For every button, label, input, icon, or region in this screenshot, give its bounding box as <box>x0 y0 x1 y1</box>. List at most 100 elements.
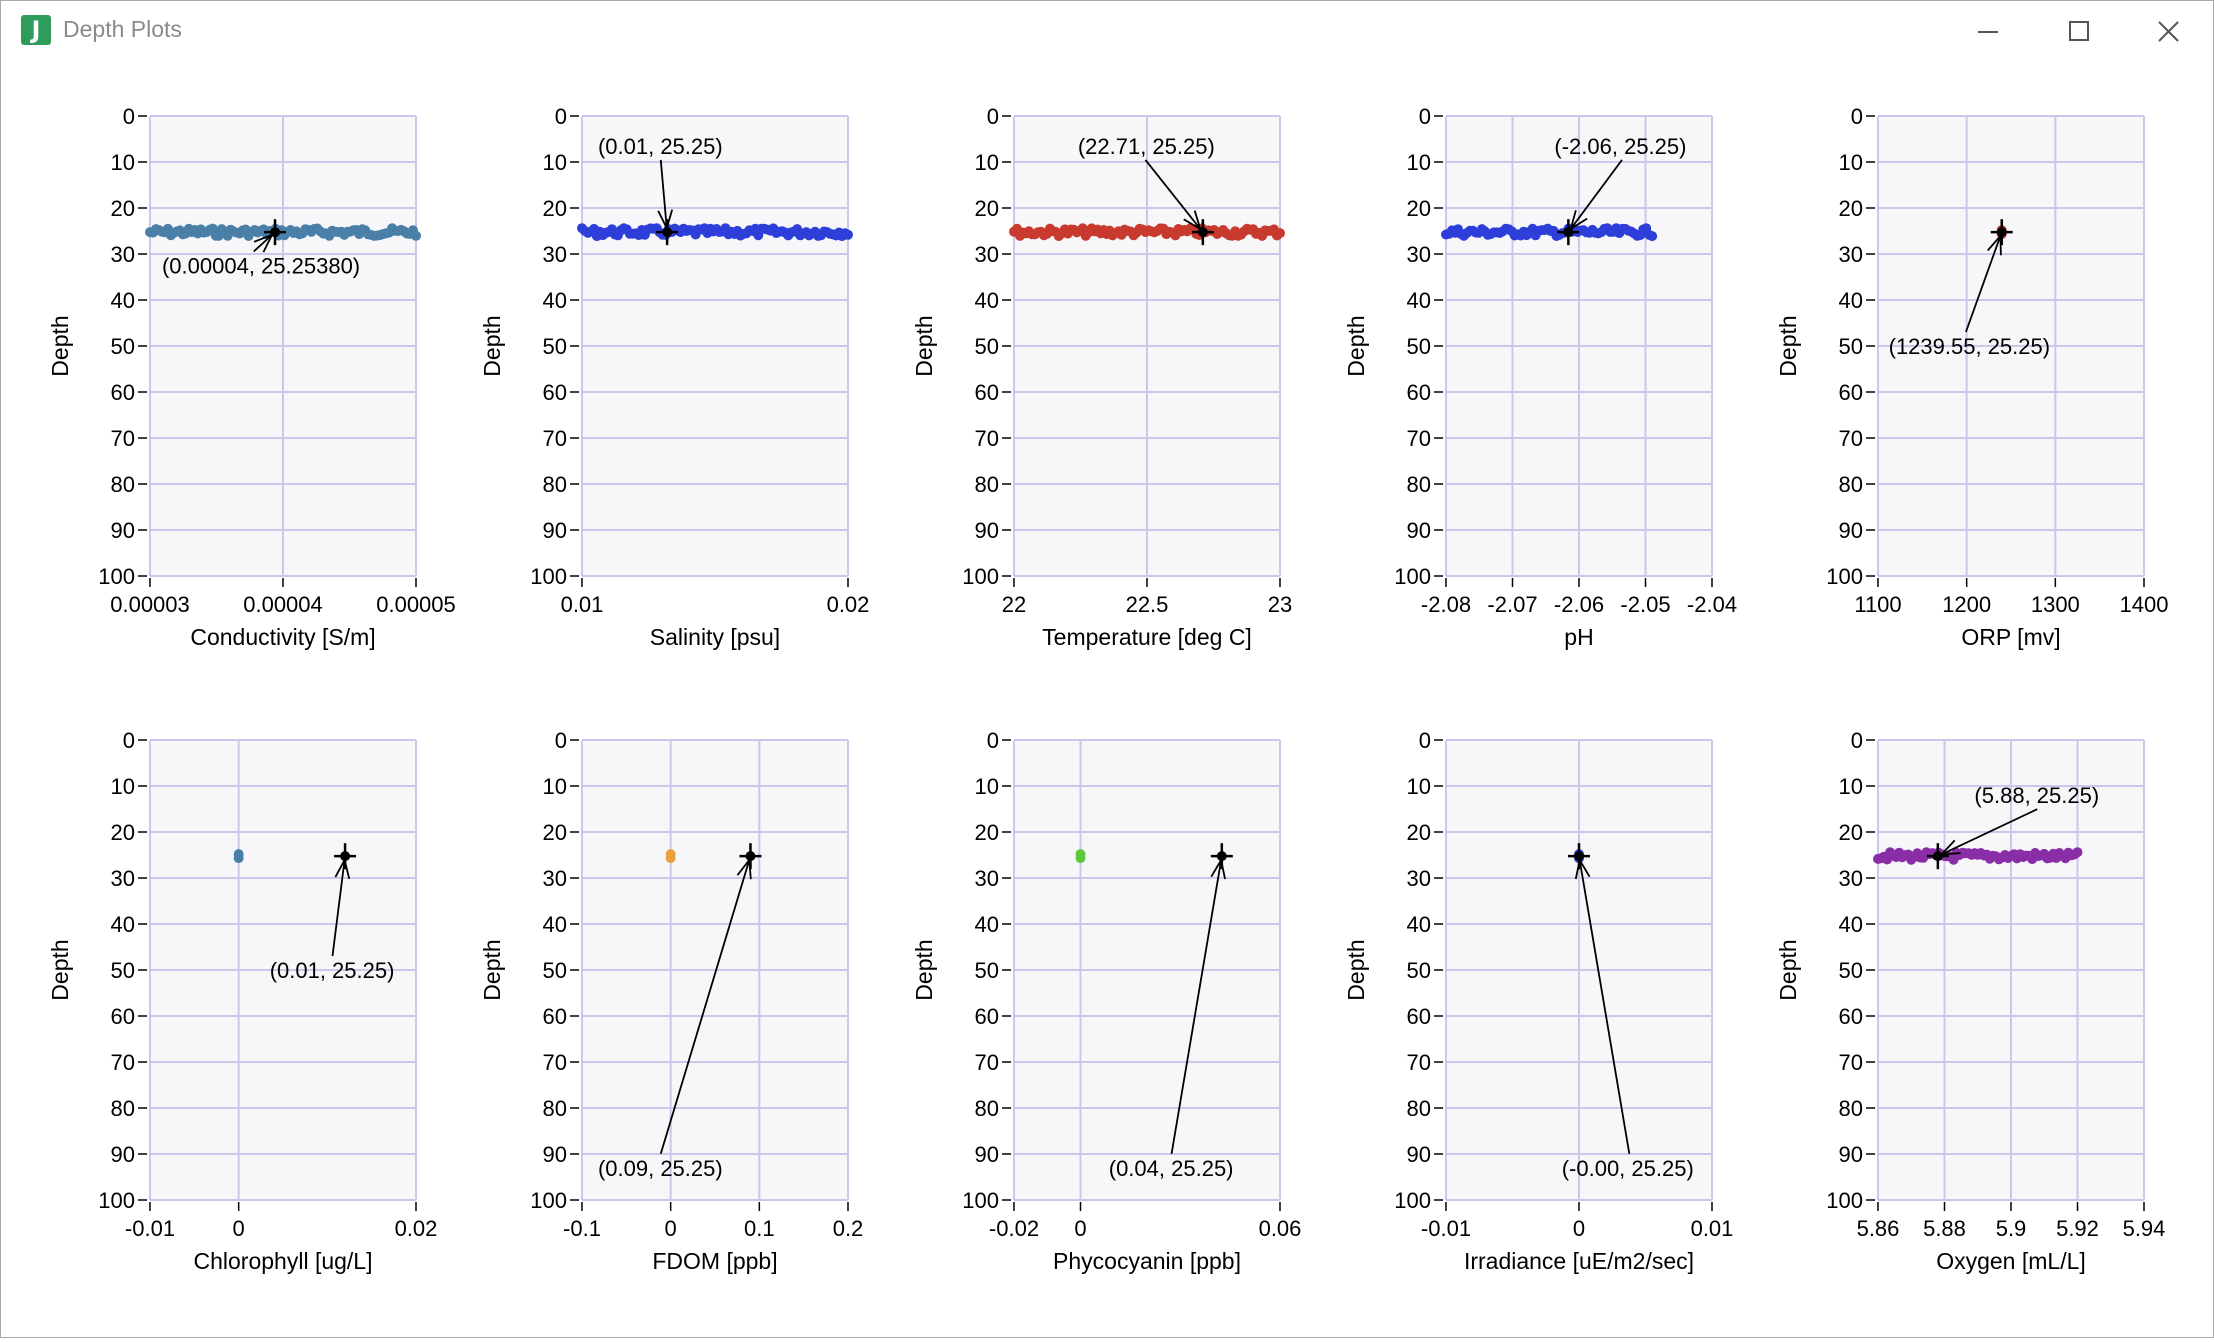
y-tick-label: 100 <box>962 1188 999 1213</box>
y-tick-label: 70 <box>111 1050 135 1075</box>
y-tick-label: 30 <box>111 242 135 267</box>
y-tick-label: 100 <box>1394 564 1431 589</box>
depth-plot[interactable]: 0 10 20 30 40 50 60 70 80 90 100 0.00003 0.00004 0.00… <box>47 104 456 650</box>
x-tick-label: 1400 <box>2120 592 2169 617</box>
y-tick-label: 40 <box>111 912 135 937</box>
minimize-icon <box>1978 31 1998 33</box>
y-tick-label: 60 <box>1407 380 1431 405</box>
y-tick-label: 0 <box>1851 104 1863 129</box>
y-tick-label: 80 <box>111 472 135 497</box>
depth-plot[interactable]: 0 10 20 30 40 50 60 70 80 90 100 -0.01 0 0.02 Chloroph… <box>47 728 437 1274</box>
y-tick-label: 30 <box>1407 242 1431 267</box>
y-tick-label: 90 <box>1839 518 1863 543</box>
cursor-point[interactable] <box>1574 851 1584 862</box>
y-axis-label: Depth <box>1775 939 1801 1000</box>
y-tick-label: 50 <box>543 334 567 359</box>
y-tick-label: 40 <box>1839 912 1863 937</box>
x-axis-label: Chlorophyll [ug/L] <box>194 1248 373 1274</box>
x-axis-label: ORP [mv] <box>1961 624 2060 650</box>
data-point <box>1075 853 1086 864</box>
depth-plot[interactable]: 0 10 20 30 40 50 60 70 80 90 100 -2.08 -2.07 -2.06 -2.… <box>1343 104 1737 650</box>
y-tick-label: 100 <box>1394 1188 1431 1213</box>
y-tick-label: 10 <box>1839 150 1863 175</box>
annotation-arrow <box>1570 159 1623 230</box>
y-tick-label: 50 <box>111 334 135 359</box>
depth-plot[interactable]: 0 10 20 30 40 50 60 70 80 90 100 5.86 5.88 5.9 5.92 5.9… <box>1775 728 2165 1274</box>
cursor-point[interactable] <box>1996 227 2007 238</box>
y-tick-label: 80 <box>1839 472 1863 497</box>
close-icon <box>2158 21 2179 42</box>
depth-plot[interactable]: 0 10 20 30 40 50 60 70 80 90 100 -0.02 0 0.06 Phycocya… <box>911 728 1301 1274</box>
annotation-arrow <box>659 859 751 1155</box>
x-tick-label: 0.02 <box>827 592 870 617</box>
cursor-label: (-2.06, 25.25) <box>1554 134 1686 159</box>
plots-grid: 0 10 20 30 40 50 60 70 80 90 100 0.00003 0.00004 0.00… <box>1 63 2213 1337</box>
y-tick-label: 80 <box>543 1096 567 1121</box>
annotation-arrowhead <box>1569 210 1588 231</box>
y-tick-label: 80 <box>1839 1096 1863 1121</box>
x-tick-label: 0 <box>1074 1216 1086 1241</box>
y-tick-label: 40 <box>975 288 999 313</box>
maximize-icon <box>2069 21 2089 41</box>
x-tick-label: -2.04 <box>1687 592 1737 617</box>
y-tick-label: 70 <box>1839 426 1863 451</box>
depth-plot[interactable]: 0 10 20 30 40 50 60 70 80 90 100 -0.1 0 0.1 0.2 FDOM [p… <box>479 728 863 1274</box>
cursor-point[interactable] <box>1216 851 1227 862</box>
y-tick-label: 100 <box>530 564 567 589</box>
y-tick-label: 10 <box>975 774 999 799</box>
y-tick-label: 40 <box>111 288 135 313</box>
depth-plot[interactable]: 0 10 20 30 40 50 60 70 80 90 100 1100 1200 1300 1400 OR… <box>1775 104 2168 650</box>
cursor-point[interactable] <box>1932 851 1943 862</box>
y-tick-label: 10 <box>111 150 135 175</box>
y-tick-label: 20 <box>1839 196 1863 221</box>
window-title: Depth Plots <box>63 16 182 42</box>
data-point <box>665 853 676 864</box>
x-axis-label: Temperature [deg C] <box>1042 624 1252 650</box>
y-tick-label: 80 <box>111 1096 135 1121</box>
y-tick-label: 70 <box>543 1050 567 1075</box>
y-axis-label: Depth <box>479 315 505 376</box>
x-tick-label: 1200 <box>1942 592 1991 617</box>
y-tick-label: 50 <box>543 958 567 983</box>
y-tick-label: 30 <box>975 866 999 891</box>
y-tick-label: 90 <box>975 518 999 543</box>
x-tick-label: 0 <box>1573 1216 1585 1241</box>
depth-plot[interactable]: 0 10 20 30 40 50 60 70 80 90 100 0.01 0.02 Salinity [… <box>479 104 869 650</box>
cursor-point[interactable] <box>340 851 351 862</box>
title-bar[interactable]: J Depth Plots <box>1 1 2213 63</box>
y-tick-label: 20 <box>1407 820 1431 845</box>
y-tick-label: 40 <box>543 288 567 313</box>
y-tick-label: 60 <box>975 1004 999 1029</box>
cursor-point[interactable] <box>745 851 756 862</box>
y-tick-label: 100 <box>98 1188 135 1213</box>
y-tick-label: 60 <box>1839 380 1863 405</box>
y-tick-label: 0 <box>987 728 999 753</box>
cursor-label: (22.71, 25.25) <box>1078 134 1215 159</box>
y-tick-label: 90 <box>975 1142 999 1167</box>
depth-plot[interactable]: 0 10 20 30 40 50 60 70 80 90 100 -0.01 0 0.01 Irradian… <box>1343 728 1733 1274</box>
x-tick-label: -2.07 <box>1487 592 1537 617</box>
cursor-label: (1239.55, 25.25) <box>1889 334 2050 359</box>
data-point <box>1275 228 1285 239</box>
x-tick-label: 5.88 <box>1923 1216 1966 1241</box>
minimize-button[interactable] <box>1941 1 2033 63</box>
y-tick-label: 100 <box>1826 564 1863 589</box>
y-tick-label: 10 <box>1407 774 1431 799</box>
y-tick-label: 10 <box>1407 150 1431 175</box>
y-tick-label: 30 <box>111 866 135 891</box>
y-tick-label: 20 <box>975 820 999 845</box>
y-axis-label: Depth <box>47 939 73 1000</box>
y-tick-label: 70 <box>1839 1050 1863 1075</box>
y-tick-label: 50 <box>1407 958 1431 983</box>
y-axis-label: Depth <box>1775 315 1801 376</box>
x-tick-label: -0.1 <box>563 1216 601 1241</box>
close-button[interactable] <box>2123 1 2214 63</box>
maximize-button[interactable] <box>2033 1 2125 63</box>
y-tick-label: 20 <box>975 196 999 221</box>
y-tick-label: 90 <box>1407 1142 1431 1167</box>
y-tick-label: 20 <box>543 196 567 221</box>
y-tick-label: 60 <box>543 380 567 405</box>
cursor-point[interactable] <box>662 227 673 238</box>
